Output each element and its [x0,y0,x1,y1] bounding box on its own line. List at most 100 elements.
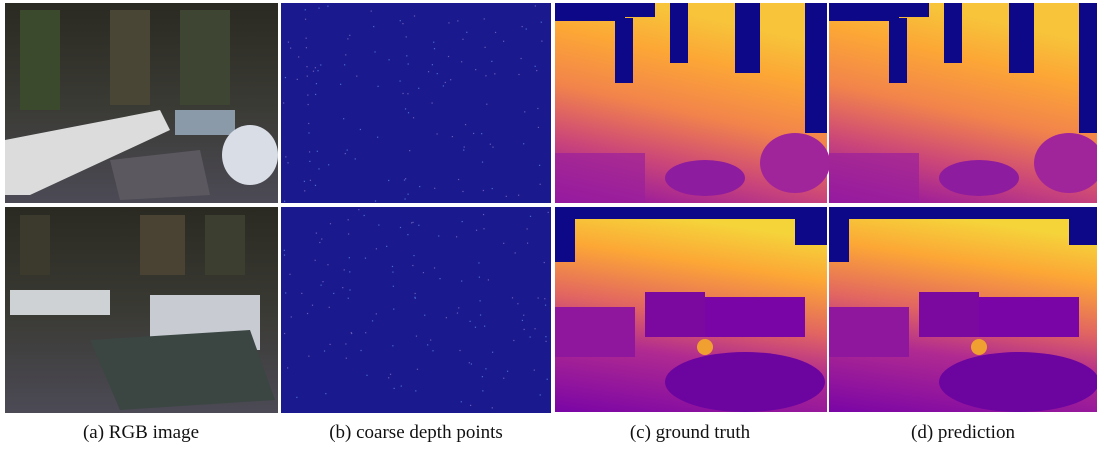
sparse-point [475,69,476,70]
sparse-point [344,64,345,65]
sparse-point [518,195,519,196]
sparse-point [412,222,413,223]
sparse-point [366,375,367,376]
sparse-point [407,234,408,235]
sparse-point [308,356,309,357]
sparse-point [406,36,407,37]
sparse-point [348,219,349,220]
sparse-point [534,370,535,371]
sparse-point [305,9,306,10]
sparse-point [316,233,317,234]
sparse-point [312,305,313,306]
sparse-point [462,221,463,222]
sparse-point [483,228,484,229]
sparse-point [539,165,540,166]
sparse-point [412,265,413,266]
sparse-point [544,298,545,299]
sparse-point [345,343,346,344]
sparse-point [457,312,458,313]
sparse-point [317,70,318,71]
sparse-point [376,313,377,314]
figure: (a) RGB image (b) coarse depth points (c… [0,0,1097,450]
sparse-point [284,333,285,334]
sparse-point [304,181,305,182]
sparse-point [329,307,330,308]
sparse-point [494,73,495,74]
sparse-point [307,94,308,95]
sparse-point [306,38,307,39]
sparse-point [448,22,449,23]
sparse-point [517,303,518,304]
sparse-point [541,41,542,42]
sparse-point [346,358,347,359]
sparse-point [540,184,541,185]
sparse-point [356,76,357,77]
sparse-point [522,26,523,27]
sparse-point [344,269,345,270]
sparse-point [547,379,548,380]
sparse-point [315,94,316,95]
sparse-point [333,293,334,294]
sparse-point [405,178,406,179]
sparse-point [325,393,326,394]
sparse-point [463,149,464,150]
sparse-point [402,23,403,24]
sparse-point [537,108,538,109]
sparse-point [360,350,361,351]
sparse-point [524,329,525,330]
sparse-point [434,48,435,49]
sparse-point [349,35,350,36]
sparse-point [492,188,493,189]
sparse-point [306,47,307,48]
sparse-point [283,102,284,103]
prediction-2 [829,207,1097,412]
sparse-point [419,186,420,187]
sparse-point [291,316,292,317]
sparse-point [458,179,459,180]
sparse-point [358,209,359,210]
sparse-point [404,198,405,199]
sparse-point [488,279,489,280]
sparse-point [318,168,319,169]
sparse-point [481,133,482,134]
sparse-point [483,214,484,215]
sparse-point [392,266,393,267]
sparse-point [329,344,330,345]
sparse-point [348,233,349,234]
sparse-point [288,42,289,43]
sparse-point [297,79,298,80]
sparse-point [330,223,331,224]
sparse-point [482,161,483,162]
sparse-point [457,20,458,21]
sparse-point [317,151,318,152]
rgb-image-1 [5,3,278,203]
sparse-point [408,112,409,113]
sparse-point [480,314,481,315]
caption: (b) coarse depth points [329,422,503,443]
page: (a) RGB image (b) coarse depth points (c… [0,0,1097,450]
sparse-point [503,378,504,379]
sparse-point [306,66,307,67]
sparse-point [482,390,483,391]
sparse-point [545,336,546,337]
sparse-point [285,292,286,293]
sparse-point [540,394,541,395]
sparse-point [515,252,516,253]
sparse-point [349,257,350,258]
caption: (c) ground truth [630,422,751,443]
sparse-point [377,137,378,138]
sparse-point [527,243,528,244]
sparse-point [316,83,317,84]
sparse-point [406,55,407,56]
sparse-point [418,88,419,89]
sparse-point [321,238,322,239]
sparse-point [315,185,316,186]
sparse-point [343,118,344,119]
sparse-point [544,262,545,263]
sparse-point [296,397,297,398]
sparse-point [415,298,416,299]
sparse-depth-1 [281,3,551,203]
sparse-point [464,146,465,147]
sparse-point [393,309,394,310]
sparse-point [428,71,429,72]
